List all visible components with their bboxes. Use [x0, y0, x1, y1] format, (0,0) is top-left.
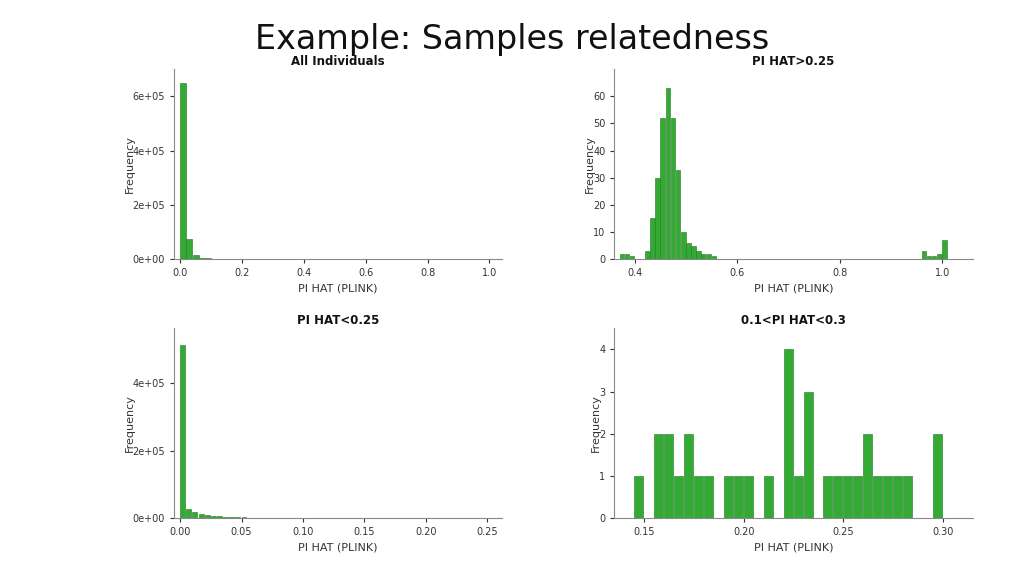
Bar	[932, 256, 936, 259]
Bar	[743, 476, 753, 518]
Y-axis label: Frequency: Frequency	[591, 395, 601, 452]
Bar	[686, 243, 690, 259]
Bar	[696, 251, 700, 259]
Bar	[893, 476, 902, 518]
Bar	[922, 251, 926, 259]
Bar	[694, 476, 703, 518]
Bar	[630, 256, 634, 259]
Bar	[804, 392, 812, 518]
Bar	[853, 476, 862, 518]
Bar	[783, 350, 793, 518]
Bar	[665, 434, 673, 518]
Bar	[676, 169, 680, 259]
Bar	[937, 254, 941, 259]
Bar	[844, 476, 852, 518]
Bar	[180, 83, 186, 259]
Bar	[242, 517, 247, 518]
X-axis label: PI HAT (PLINK): PI HAT (PLINK)	[754, 284, 834, 294]
Bar	[193, 512, 198, 518]
Y-axis label: Frequency: Frequency	[125, 395, 134, 452]
Bar	[701, 254, 707, 259]
Title: 0.1<PI HAT<0.3: 0.1<PI HAT<0.3	[741, 314, 846, 327]
Bar	[217, 516, 222, 518]
Bar	[650, 218, 655, 259]
Bar	[186, 509, 191, 518]
Bar	[933, 434, 942, 518]
X-axis label: PI HAT (PLINK): PI HAT (PLINK)	[298, 543, 378, 553]
Bar	[660, 118, 666, 259]
Bar	[942, 240, 946, 259]
Bar	[734, 476, 742, 518]
Bar	[712, 256, 717, 259]
Bar	[205, 515, 210, 518]
Bar	[223, 517, 228, 518]
Bar	[705, 476, 713, 518]
Title: PI HAT<0.25: PI HAT<0.25	[297, 314, 379, 327]
Bar	[903, 476, 912, 518]
Bar	[634, 476, 643, 518]
Bar	[671, 118, 676, 259]
Bar	[863, 434, 872, 518]
Bar	[666, 88, 670, 259]
Y-axis label: Frequency: Frequency	[125, 135, 134, 193]
Bar	[764, 476, 773, 518]
X-axis label: PI HAT (PLINK): PI HAT (PLINK)	[754, 543, 834, 553]
Title: All Individuals: All Individuals	[291, 55, 385, 68]
Bar	[180, 345, 185, 518]
Bar	[199, 514, 204, 518]
Bar	[645, 251, 649, 259]
Bar	[724, 476, 733, 518]
Bar	[199, 257, 205, 259]
Bar	[211, 516, 216, 518]
Bar	[229, 517, 234, 518]
Bar	[655, 178, 659, 259]
Bar	[620, 254, 624, 259]
Bar	[674, 476, 683, 518]
X-axis label: PI HAT (PLINK): PI HAT (PLINK)	[298, 284, 378, 294]
Bar	[684, 434, 693, 518]
Bar	[834, 476, 843, 518]
Bar	[707, 254, 711, 259]
Bar	[883, 476, 892, 518]
Bar	[625, 254, 629, 259]
Bar	[873, 476, 883, 518]
Bar	[794, 476, 803, 518]
Bar	[654, 434, 664, 518]
Text: Example: Samples relatedness: Example: Samples relatedness	[255, 23, 769, 56]
Bar	[186, 239, 193, 259]
Bar	[193, 255, 199, 259]
Bar	[823, 476, 833, 518]
Bar	[927, 256, 931, 259]
Title: PI HAT>0.25: PI HAT>0.25	[753, 55, 835, 68]
Bar	[236, 517, 241, 518]
Bar	[681, 232, 686, 259]
Y-axis label: Frequency: Frequency	[586, 135, 595, 193]
Bar	[691, 245, 696, 259]
